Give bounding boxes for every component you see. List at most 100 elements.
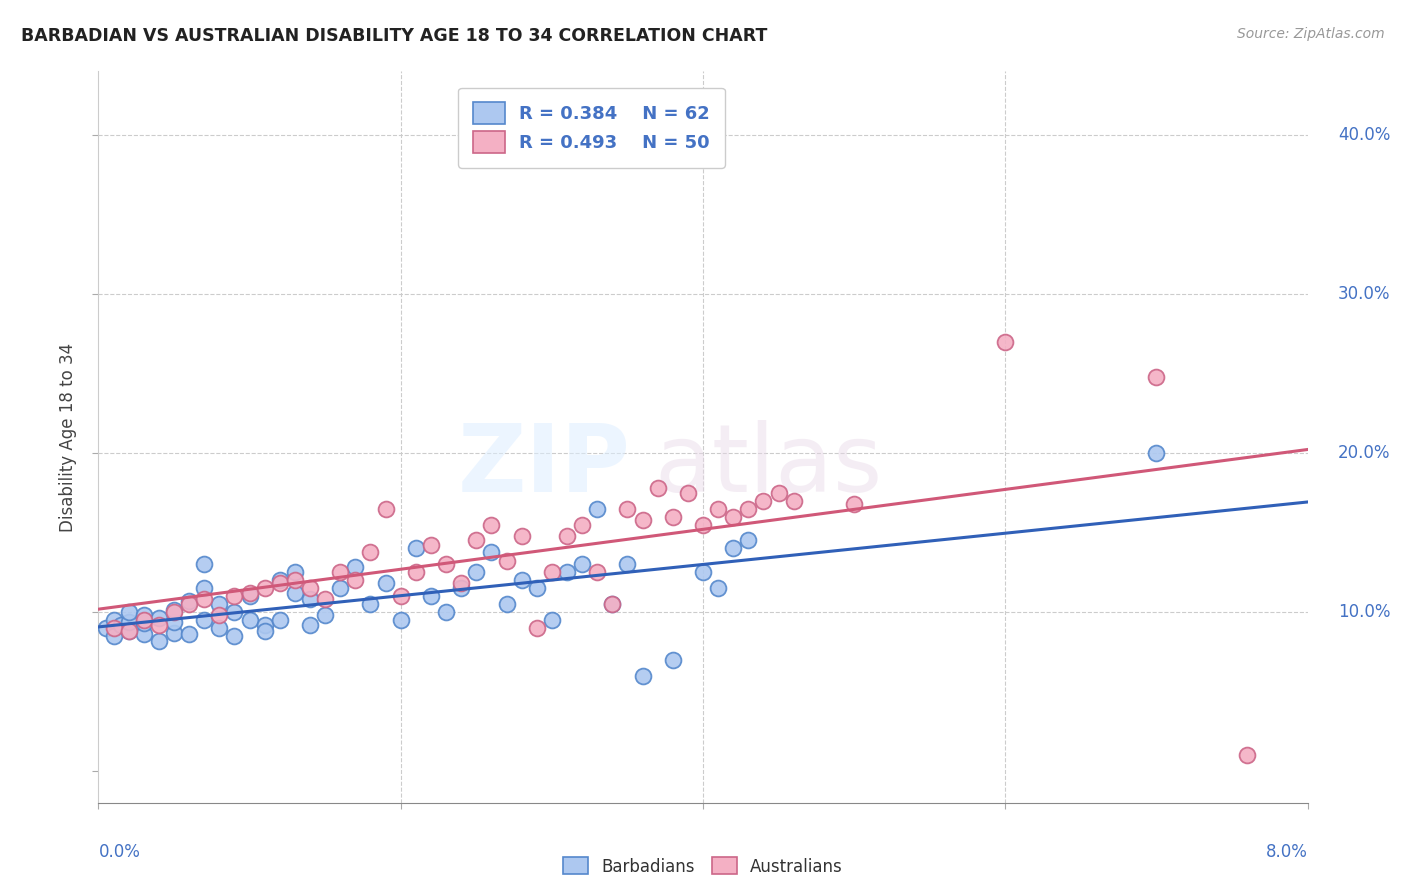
Point bbox=[103, 629, 125, 643]
Point bbox=[707, 581, 730, 595]
Point bbox=[540, 613, 562, 627]
Point bbox=[179, 594, 201, 608]
Point bbox=[723, 509, 745, 524]
Point bbox=[616, 501, 638, 516]
Point bbox=[434, 558, 457, 572]
Point bbox=[692, 566, 714, 580]
Point bbox=[479, 544, 503, 558]
Point bbox=[405, 566, 427, 580]
Point bbox=[661, 653, 683, 667]
Point bbox=[359, 597, 381, 611]
Text: 8.0%: 8.0% bbox=[1265, 843, 1308, 861]
Point bbox=[269, 573, 291, 587]
Point bbox=[284, 586, 307, 600]
Point bbox=[571, 517, 593, 532]
Point bbox=[208, 597, 231, 611]
Point bbox=[208, 621, 231, 635]
Point bbox=[405, 541, 427, 556]
Point bbox=[193, 613, 215, 627]
Point bbox=[661, 509, 683, 524]
Point bbox=[602, 597, 624, 611]
Point bbox=[284, 573, 307, 587]
Point bbox=[737, 533, 759, 548]
Point bbox=[1144, 446, 1167, 460]
Point bbox=[163, 605, 186, 619]
Point bbox=[586, 566, 609, 580]
Point bbox=[118, 615, 141, 629]
Point bbox=[118, 624, 141, 638]
Point bbox=[239, 613, 262, 627]
Point bbox=[284, 566, 307, 580]
Point bbox=[314, 592, 336, 607]
Point bbox=[103, 621, 125, 635]
Point bbox=[737, 501, 759, 516]
Point bbox=[299, 592, 322, 607]
Point bbox=[132, 608, 155, 623]
Point bbox=[103, 613, 125, 627]
Point bbox=[374, 501, 396, 516]
Point bbox=[359, 544, 381, 558]
Point bbox=[479, 517, 503, 532]
Point bbox=[110, 617, 132, 632]
Text: ZIP: ZIP bbox=[457, 420, 630, 512]
Point bbox=[132, 616, 155, 631]
Point bbox=[465, 566, 488, 580]
Text: 0.0%: 0.0% bbox=[98, 843, 141, 861]
Point bbox=[344, 573, 367, 587]
Point bbox=[782, 493, 804, 508]
Point bbox=[224, 629, 246, 643]
Point bbox=[253, 617, 276, 632]
Point bbox=[329, 566, 352, 580]
Point bbox=[555, 566, 578, 580]
Point bbox=[676, 485, 699, 500]
Point bbox=[314, 608, 336, 623]
Text: 30.0%: 30.0% bbox=[1339, 285, 1391, 303]
Point bbox=[163, 615, 186, 629]
Point bbox=[647, 481, 669, 495]
Point bbox=[148, 633, 170, 648]
Point bbox=[374, 576, 396, 591]
Point bbox=[631, 668, 654, 682]
Text: 20.0%: 20.0% bbox=[1339, 444, 1391, 462]
Point bbox=[329, 581, 352, 595]
Point bbox=[253, 624, 276, 638]
Point bbox=[389, 613, 412, 627]
Text: Source: ZipAtlas.com: Source: ZipAtlas.com bbox=[1237, 27, 1385, 41]
Point bbox=[132, 627, 155, 641]
Point bbox=[752, 493, 775, 508]
Point bbox=[94, 621, 117, 635]
Point bbox=[224, 589, 246, 603]
Point bbox=[299, 581, 322, 595]
Legend: Barbadians, Australians: Barbadians, Australians bbox=[557, 851, 849, 882]
Point bbox=[1144, 369, 1167, 384]
Point bbox=[193, 592, 215, 607]
Point bbox=[239, 586, 262, 600]
Point bbox=[631, 513, 654, 527]
Point bbox=[555, 529, 578, 543]
Point bbox=[526, 621, 548, 635]
Point bbox=[193, 581, 215, 595]
Point bbox=[1236, 748, 1258, 763]
Point bbox=[495, 597, 517, 611]
Point bbox=[148, 611, 170, 625]
Point bbox=[163, 603, 186, 617]
Point bbox=[299, 617, 322, 632]
Point bbox=[419, 538, 441, 552]
Text: 40.0%: 40.0% bbox=[1339, 126, 1391, 144]
Y-axis label: Disability Age 18 to 34: Disability Age 18 to 34 bbox=[59, 343, 77, 532]
Point bbox=[208, 608, 231, 623]
Point bbox=[723, 541, 745, 556]
Point bbox=[179, 597, 201, 611]
Point bbox=[132, 613, 155, 627]
Point bbox=[344, 560, 367, 574]
Point bbox=[450, 576, 472, 591]
Point bbox=[844, 497, 866, 511]
Point bbox=[602, 597, 624, 611]
Point bbox=[148, 617, 170, 632]
Point bbox=[510, 529, 533, 543]
Point bbox=[419, 589, 441, 603]
Point bbox=[707, 501, 730, 516]
Point bbox=[465, 533, 488, 548]
Point bbox=[768, 485, 790, 500]
Text: atlas: atlas bbox=[655, 420, 883, 512]
